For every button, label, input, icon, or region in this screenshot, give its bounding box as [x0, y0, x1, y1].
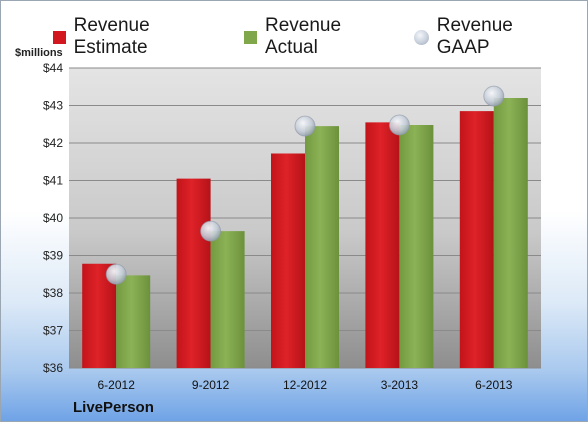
y-tick-label: $44 [43, 61, 63, 75]
point-revenue-gaap [200, 220, 222, 242]
x-tick-label: 9-2012 [192, 378, 230, 392]
bar-revenue-estimate [176, 178, 211, 368]
legend-item-actual: Revenue Actual [244, 15, 394, 59]
point-revenue-gaap [105, 263, 127, 285]
y-tick-label: $36 [43, 361, 63, 375]
bar-revenue-actual [210, 231, 245, 368]
y-tick-label: $41 [43, 174, 63, 188]
bars-layer [82, 98, 528, 368]
y-tick-label: $42 [43, 136, 63, 150]
y-tick-label: $39 [43, 249, 63, 263]
bar-revenue-actual [305, 126, 339, 368]
legend-swatch-gaap [414, 29, 429, 45]
y-axis-label: $millions [15, 47, 63, 59]
company-name: LivePerson [73, 399, 154, 416]
point-revenue-gaap [294, 115, 316, 137]
bar-revenue-estimate [459, 111, 494, 368]
legend-swatch-estimate [53, 30, 66, 44]
legend: Revenue Estimate Revenue Actual Revenue … [53, 15, 587, 59]
legend-label-estimate: Revenue Estimate [73, 15, 150, 58]
points-layer [105, 85, 505, 285]
x-tick-label: 12-2012 [283, 378, 327, 392]
ticks-layer: $36 $37 $38 $39 $40 $41 $42 $43 $44 6-2012 9-2012 1… [43, 61, 513, 392]
x-tick-label: 3-2013 [381, 378, 419, 392]
y-tick-label: $40 [43, 211, 63, 225]
point-revenue-gaap [388, 114, 410, 136]
y-tick-label: $43 [43, 99, 63, 113]
bar-revenue-actual [399, 125, 434, 368]
legend-item-estimate: Revenue Estimate [53, 15, 224, 59]
bar-revenue-estimate [365, 122, 400, 368]
point-revenue-gaap [483, 85, 505, 107]
x-tick-label: 6-2012 [98, 378, 136, 392]
bar-revenue-actual [493, 98, 528, 368]
y-tick-label: $38 [43, 286, 63, 300]
x-tick-label: 6-2013 [475, 378, 513, 392]
legend-swatch-actual [244, 30, 257, 44]
bar-revenue-actual [116, 275, 151, 368]
legend-item-gaap: Revenue GAAP [414, 15, 567, 59]
bar-revenue-estimate [271, 153, 305, 368]
y-tick-label: $37 [43, 324, 63, 338]
legend-label-actual: Revenue Actual [265, 15, 342, 58]
legend-label-gaap: Revenue GAAP [436, 15, 513, 58]
